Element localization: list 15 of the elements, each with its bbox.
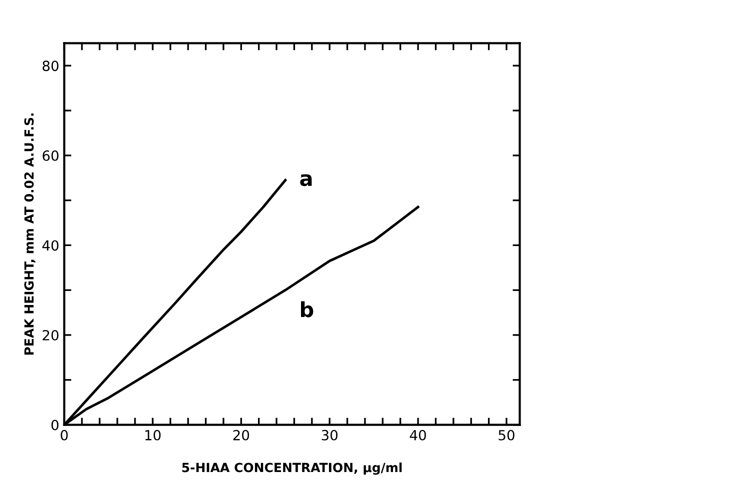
- y-tick-label: 0: [51, 420, 58, 430]
- x-axis-title: 5-HIAA CONCENTRATION, µg/ml: [182, 462, 402, 475]
- y-axis-title: PEAK HEIGHT, mm AT 0.02 A.U.F.S.: [24, 113, 36, 355]
- series-label: a: [300, 174, 312, 186]
- x-tick-label: 40: [410, 430, 426, 440]
- x-tick-label: 50: [498, 430, 514, 440]
- y-tick-label: 20: [42, 330, 58, 340]
- x-tick-label: 10: [145, 430, 161, 440]
- x-tick-label: 20: [233, 430, 250, 440]
- y-tick-label: 80: [42, 60, 58, 72]
- x-tick-label: 0: [60, 430, 68, 440]
- series-label: b: [301, 301, 314, 318]
- y-tick-label: 60: [42, 150, 58, 161]
- y-tick-label: 40: [42, 240, 58, 251]
- x-tick-label: 30: [322, 430, 338, 440]
